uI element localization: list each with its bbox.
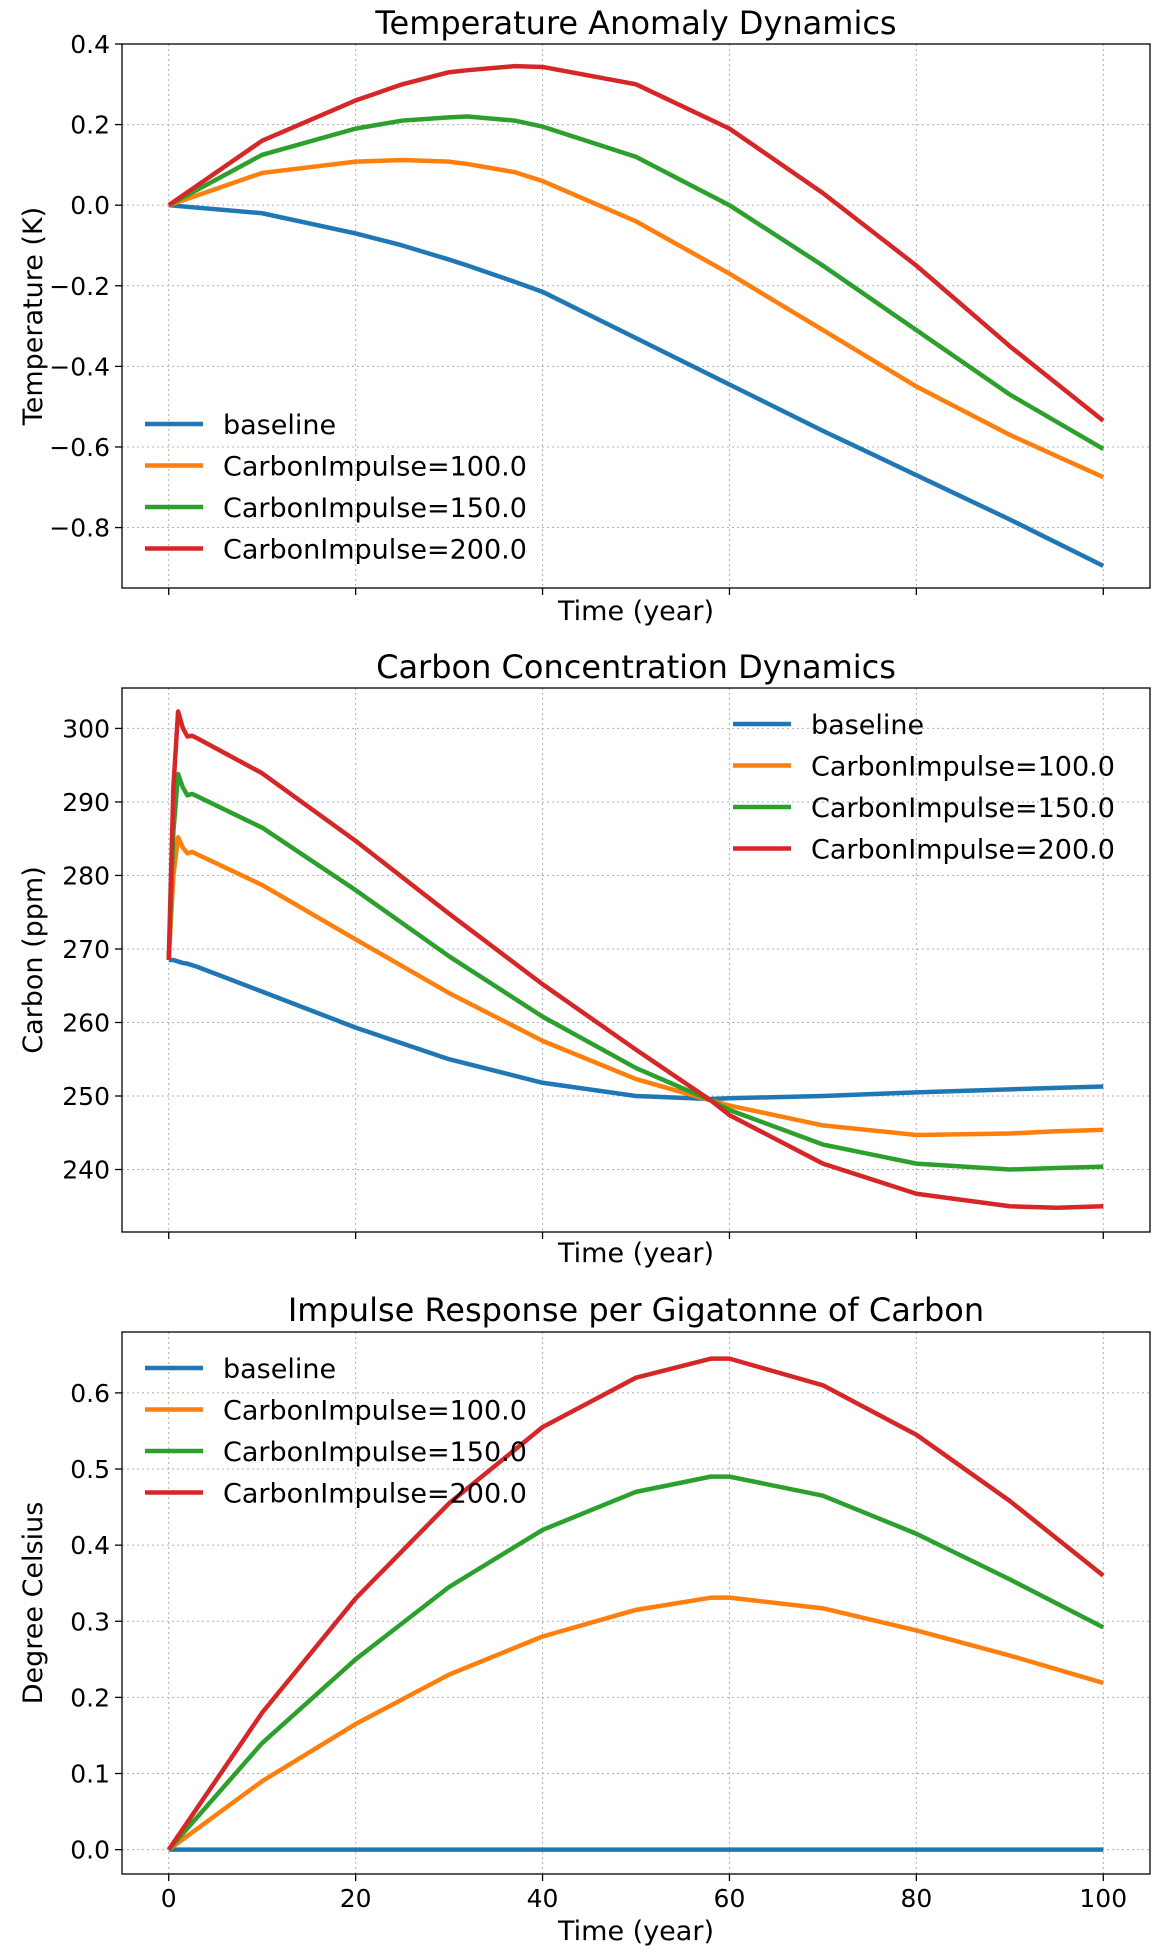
y-tick-label: 0.2 [70,1683,110,1712]
legend-label: CarbonImpulse=100.0 [223,1396,527,1427]
x-tick-label: 40 [527,1884,559,1913]
x-tick-label: 20 [340,1884,372,1913]
y-tick-label: 0.1 [70,1760,110,1789]
y-tick-label: 0.0 [70,191,110,220]
chart-title: Temperature Anomaly Dynamics [374,4,896,42]
y-axis-label: Temperature (K) [18,207,49,426]
legend-label: CarbonImpulse=150.0 [223,1437,527,1468]
series-line-carbonimpulse-200-0 [166,1356,1105,1851]
legend-label: baseline [811,710,924,741]
legend: baseline CarbonImpulse=100.0 CarbonImpulse… [733,710,1115,866]
y-tick-label: 270 [62,935,110,964]
legend-label: CarbonImpulse=150.0 [811,793,1115,824]
y-tick-label: 0.4 [70,1531,110,1560]
legend-label: baseline [223,1354,336,1385]
y-tick-label: 260 [62,1008,110,1037]
y-tick-label: −0.6 [49,433,110,462]
legend-label: CarbonImpulse=150.0 [223,493,527,524]
x-axis-label: Time (year) [557,1238,714,1269]
x-tick-label: 100 [1079,1884,1127,1913]
series-line-carbonimpulse-100-0 [167,157,1105,480]
legend-label: CarbonImpulse=100.0 [811,752,1115,783]
y-tick-label: 0.3 [70,1607,110,1636]
series-line-carbonimpulse-150-0 [166,771,1104,1172]
x-tick-label: 0 [161,1884,177,1913]
y-tick-label: −0.2 [49,272,110,301]
plot-frame [121,687,1151,1233]
plot-frame [121,43,1151,589]
legend-label: CarbonImpulse=200.0 [223,535,527,566]
legend: baseline CarbonImpulse=100.0 CarbonImpulse… [145,410,527,566]
y-tick-label: −0.4 [49,352,110,381]
y-tick-label: 290 [62,788,110,817]
x-tick-label: 80 [900,1884,932,1913]
y-tick-label: 0.5 [70,1455,110,1484]
chart-title: Carbon Concentration Dynamics [376,648,896,686]
series-line-carbonimpulse-100-0 [166,834,1104,1138]
y-tick-label: 0.2 [70,111,110,140]
y-tick-label: 0.0 [70,1836,110,1865]
series-line-carbonimpulse-200-0 [166,709,1104,1210]
grid-lines [122,688,1150,1232]
x-axis-label: Time (year) [557,596,714,627]
x-tick-label: 60 [714,1884,746,1913]
x-axis-label: Time (year) [557,1916,714,1947]
series-line-carbonimpulse-150-0 [167,1474,1105,1852]
legend: baseline CarbonImpulse=100.0 CarbonImpulse… [145,1354,527,1510]
y-axis-label: Degree Celsius [18,1502,49,1705]
legend-label: CarbonImpulse=200.0 [223,1479,527,1510]
series-line-carbonimpulse-100-0 [167,1595,1104,1852]
legend-label: CarbonImpulse=100.0 [223,452,527,483]
y-tick-label: 0.4 [70,30,110,59]
plot-frame [121,1331,1151,1875]
chart-title: Impulse Response per Gigatonne of Carbon [288,1291,984,1329]
series-line-baseline [168,957,1104,1102]
series-line-carbonimpulse-200-0 [167,63,1105,423]
chart-panel-2: 300 290 280 270 260 250 240 Carbon Concentratio… [18,648,1151,1269]
y-tick-label: 250 [62,1082,110,1111]
y-axis-label: Carbon (ppm) [18,866,49,1054]
y-tick-label: 300 [62,714,110,743]
y-tick-label: 240 [62,1156,110,1185]
y-tick-label: −0.8 [49,514,110,543]
y-tick-label: 280 [62,861,110,890]
series-line-baseline [168,202,1105,568]
chart-panel-3: 0 20 40 60 80 100 0.0 0.1 0.2 0.3 0.4 0.5 0.6 Impulse… [18,1291,1151,1947]
legend-label: baseline [223,410,336,441]
series-line-carbonimpulse-150-0 [167,114,1105,451]
legend-label: CarbonImpulse=200.0 [811,835,1115,866]
y-tick-label: 0.6 [70,1379,110,1408]
chart-panel-1: 0.4 0.2 0.0 −0.2 −0.4 −0.6 −0.8 Temperature Ano… [18,4,1151,627]
